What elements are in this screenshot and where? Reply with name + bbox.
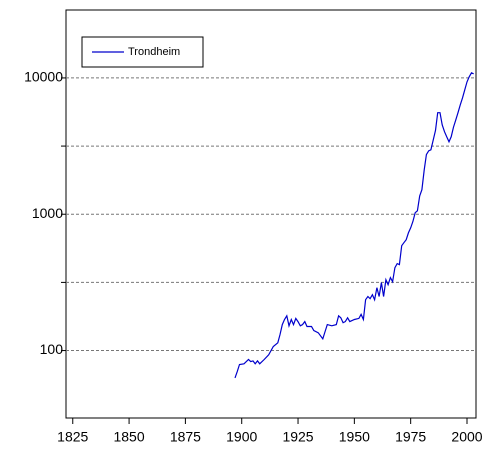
y-tick-label: 10000 (24, 69, 63, 85)
line (234, 72, 474, 379)
x-tick-label: 1825 (57, 429, 88, 445)
x-tick-label: 1925 (282, 429, 313, 445)
x-tick-label: 1875 (170, 429, 201, 445)
x-tick-label: 2000 (451, 429, 482, 445)
y-tick-label: 1000 (32, 205, 63, 221)
x-tick-label: 1950 (339, 429, 370, 445)
legend-label: Trondheim (128, 46, 180, 58)
x-tick-label: 1900 (226, 429, 257, 445)
y-tick-label: 100 (40, 341, 64, 357)
x-tick-label: 1975 (395, 429, 426, 445)
x-tick-label: 1850 (113, 429, 144, 445)
